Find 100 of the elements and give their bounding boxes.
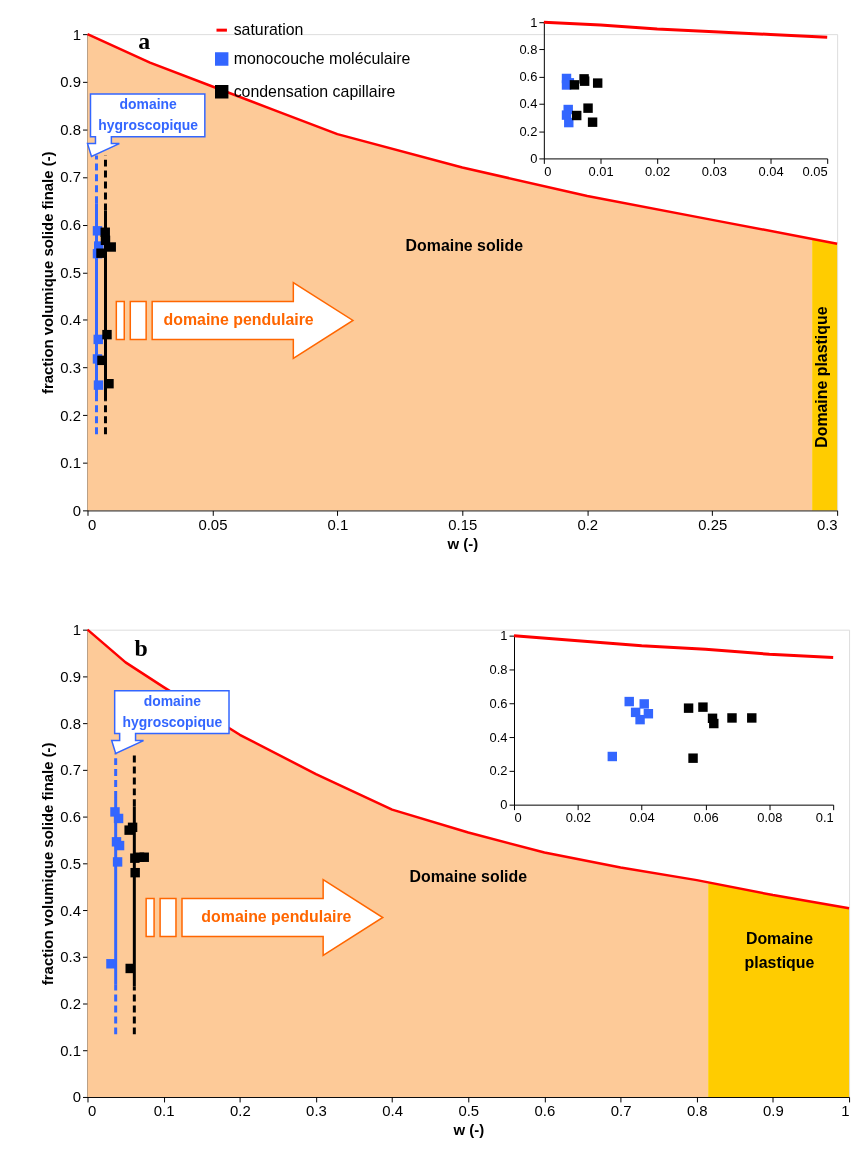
y-tick-label: 1 — [500, 628, 508, 644]
y-tick-label: 0.9 — [60, 668, 82, 685]
x-tick-label: 0.8 — [686, 1103, 708, 1120]
point — [635, 714, 645, 725]
y-tick-label: 0.6 — [60, 217, 82, 234]
y-tick-label: 0.8 — [489, 661, 508, 677]
point — [709, 718, 719, 729]
x-tick-label: 0 — [544, 163, 552, 179]
point — [587, 117, 598, 127]
line-series — [512, 634, 835, 660]
legend-label: condensation capillaire — [233, 82, 396, 100]
point — [130, 867, 140, 878]
x-axis-title: w (-) — [446, 535, 479, 552]
point — [698, 702, 708, 712]
y-tick-label: 0.5 — [60, 264, 82, 281]
y-tick-label: 0 — [72, 1089, 82, 1106]
point — [127, 822, 138, 833]
x-tick-label: 0.02 — [645, 163, 671, 179]
x-tick-label: 0.04 — [629, 810, 655, 826]
x-tick-label: 0 — [87, 1103, 97, 1120]
point — [92, 226, 103, 236]
x-tick-label: 0.1 — [153, 1103, 175, 1120]
x-tick-label: 0.25 — [698, 516, 728, 533]
y-tick-label: 0.2 — [60, 995, 82, 1012]
x-tick-label: 0.04 — [758, 163, 784, 179]
annotation: Domaine plastique — [813, 306, 831, 448]
annotation: Domaine solide — [405, 236, 524, 254]
x-tick-label: 0.1 — [815, 810, 834, 826]
y-tick-label: 0.2 — [60, 407, 82, 424]
y-tick-label: 0.3 — [60, 949, 82, 966]
y-tick-label: 0.9 — [60, 74, 82, 91]
annotation: domaine pendulaire — [201, 907, 352, 925]
x-tick-label: 0.06 — [693, 810, 719, 826]
point — [113, 813, 124, 824]
annotation: Domaine solide — [409, 868, 528, 886]
y-tick-label: 0.6 — [489, 695, 508, 711]
x-tick-label: 0.05 — [802, 163, 828, 179]
x-axis-title: w (-) — [452, 1122, 485, 1139]
annotation: domaine hygroscopique — [98, 96, 199, 134]
y-tick-label: 0.8 — [60, 121, 82, 138]
x-tick-label: 0.05 — [198, 516, 228, 533]
x-tick-label: 0.08 — [757, 810, 783, 826]
x-tick-label: 0.4 — [382, 1103, 403, 1120]
y-tick-label: 0.3 — [60, 359, 82, 376]
point — [106, 242, 116, 252]
x-tick-label: 0.5 — [458, 1103, 480, 1120]
x-tick-label: 0.01 — [588, 163, 614, 179]
y-tick-label: 0.6 — [519, 69, 538, 85]
y-tick-label: 0.1 — [60, 1042, 82, 1059]
point — [112, 857, 123, 867]
x-tick-label: 0.7 — [610, 1103, 632, 1120]
point — [624, 696, 634, 707]
x-tick-label: 0.02 — [565, 810, 591, 826]
x-tick-label: 0.3 — [816, 516, 838, 533]
annotation: Domaine plastique — [744, 929, 815, 971]
y-tick-label: 0.5 — [60, 855, 82, 872]
point — [102, 329, 112, 340]
point — [106, 959, 116, 969]
point — [114, 840, 125, 851]
annotation: domaine hygroscopique — [122, 693, 223, 731]
y-tick-label: 0 — [72, 502, 82, 519]
point — [572, 110, 582, 121]
y-tick-label: 1 — [72, 26, 82, 43]
point — [747, 713, 757, 723]
x-tick-label: 0.3 — [306, 1103, 327, 1120]
legend-label: saturation — [233, 21, 304, 39]
y-tick-label: 0 — [500, 797, 508, 813]
point — [727, 713, 737, 723]
chart-title: a — [138, 28, 151, 55]
y-tick-label: 0.2 — [519, 123, 538, 139]
legend-label: monocouche moléculaire — [233, 49, 411, 67]
x-tick-label: 0.1 — [327, 516, 349, 533]
line-series — [542, 20, 829, 39]
y-tick-label: 0 — [530, 150, 538, 166]
point — [607, 751, 618, 762]
y-tick-label: 0.4 — [489, 729, 508, 745]
y-axis-title: fraction volumique solide finale (-) — [40, 151, 57, 395]
x-tick-label: 0.15 — [448, 516, 478, 533]
x-tick-label: 0.2 — [229, 1103, 251, 1120]
y-tick-label: 0.2 — [489, 763, 508, 779]
y-tick-label: 0.4 — [60, 312, 82, 329]
point — [688, 753, 698, 763]
point — [683, 703, 694, 713]
x-tick-label: 0 — [87, 516, 97, 533]
point — [569, 80, 580, 90]
y-tick-label: 0.4 — [60, 902, 82, 919]
y-tick-label: 0.7 — [60, 762, 82, 779]
line-series — [86, 628, 851, 910]
point — [639, 699, 649, 709]
x-tick-label: 0.03 — [701, 163, 727, 179]
y-tick-label: 0.8 — [519, 41, 538, 57]
chart-title: b — [134, 634, 148, 661]
x-tick-label: 1 — [841, 1103, 850, 1120]
point — [583, 103, 593, 113]
y-tick-label: 1 — [530, 14, 538, 30]
x-tick-label: 0.9 — [763, 1103, 784, 1120]
y-tick-label: 0.8 — [60, 715, 82, 732]
point — [93, 380, 104, 390]
y-tick-label: 0.4 — [519, 96, 538, 112]
annotation: domaine pendulaire — [163, 311, 314, 329]
